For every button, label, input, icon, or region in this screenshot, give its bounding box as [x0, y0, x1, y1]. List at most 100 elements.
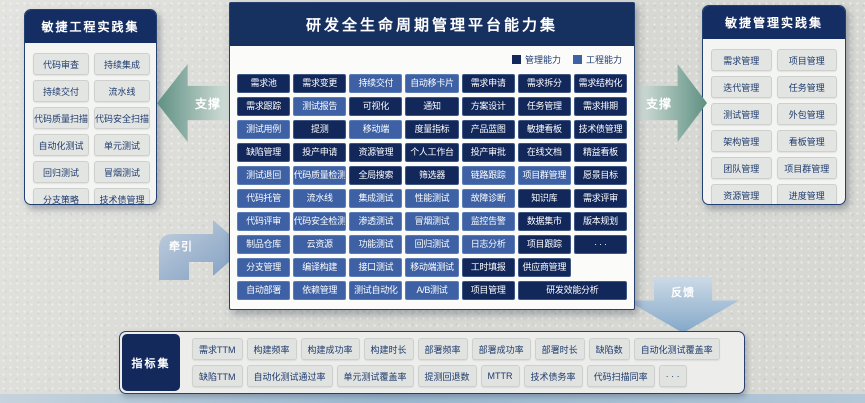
- capability-tile: 缺陷管理: [237, 143, 291, 162]
- capability-tile: 需求结构化: [573, 74, 627, 93]
- capability-tile: 需求评审: [573, 189, 627, 208]
- practice-item: 代码质量扫描: [33, 107, 90, 129]
- capability-tile: 个人工作台: [405, 143, 459, 162]
- practice-item: 自动化测试: [33, 134, 90, 156]
- pull-arrow: 牵引: [133, 212, 245, 280]
- capability-tile: 方案设计: [461, 97, 515, 116]
- feedback-arrow-label: 反馈: [671, 287, 695, 299]
- practice-item: 进度管理: [776, 184, 837, 204]
- capability-tile: 故障诊断: [461, 189, 515, 208]
- engineering-practices-list: 代码审查 持续集成 持续交付 流水线 代码质量扫描 代码安全扫描 自动化测试 单元测试 回归测试…: [25, 43, 156, 204]
- practice-item: 流水线: [94, 80, 151, 102]
- legend-swatch-icon: [572, 55, 582, 64]
- capability-tile: 知识库: [517, 189, 571, 208]
- practice-item: 任务管理: [776, 76, 837, 98]
- practice-item: 架构管理: [711, 130, 772, 152]
- capability-tile: 日志分析: [461, 235, 515, 254]
- capability-grid: 需求池 需求变更 持续交付 自动移卡片 需求申请 需求拆分 需求结构化 需求跟踪 测试报告 可视化…: [237, 74, 627, 300]
- practice-item: 分支策略: [33, 188, 90, 204]
- capability-tile: 测试用例: [237, 120, 291, 139]
- practice-item: 持续交付: [33, 80, 90, 102]
- capability-tile: 测试自动化: [349, 281, 403, 300]
- capability-legend: 管理能力 工程能力: [511, 53, 622, 66]
- capability-tile: 云资源: [293, 235, 347, 254]
- metrics-row-1: 需求TTM 构建频率 构建成功率 构建时长 部署频率 部署成功率 部署时长 缺陷数 自动化测试覆…: [192, 338, 738, 360]
- practice-item: 代码安全扫描: [94, 107, 151, 129]
- capability-tile: 流水线: [293, 189, 347, 208]
- management-practices-title: 敏捷管理实践集: [703, 6, 845, 39]
- management-practices-list: 需求管理 项目管理 迭代管理 任务管理 测试管理 外包管理 架构管理 看板管理 团队管理 项目群管…: [703, 39, 845, 204]
- metrics-panel: 指标集 需求TTM 构建频率 构建成功率 构建时长 部署频率 部署成功率 部署时长 缺陷数 自动…: [119, 331, 745, 394]
- engineering-practices-title: 敏捷工程实践集: [25, 10, 156, 43]
- capability-tile: 项目群管理: [517, 166, 571, 185]
- capability-tile: 接口测试: [349, 258, 403, 277]
- metric-item: 提测回退数: [417, 365, 477, 387]
- practice-item: 团队管理: [711, 157, 772, 179]
- capability-tile: 数据集市: [517, 212, 571, 231]
- capability-tile: 投产申请: [293, 143, 347, 162]
- practice-item: 看板管理: [776, 130, 837, 152]
- platform-title: 研发全生命周期管理平台能力集: [230, 3, 634, 46]
- capability-tile: 持续交付: [349, 74, 403, 93]
- metric-item: 单元测试覆盖率: [336, 365, 414, 387]
- capability-tile: 链路跟踪: [461, 166, 515, 185]
- capability-tile: 代码安全检测: [293, 212, 347, 231]
- capability-tile: 任务管理: [517, 97, 571, 116]
- capability-tile: 版本规划: [573, 212, 627, 231]
- capability-tile: 供应商管理: [517, 258, 571, 277]
- practice-item: 项目群管理: [776, 157, 837, 179]
- capability-tile: 测试报告: [293, 97, 347, 116]
- capability-tile: 渗透测试: [349, 212, 403, 231]
- metric-item: 缺陷数: [588, 338, 630, 360]
- practice-item: 外包管理: [776, 103, 837, 125]
- feedback-arrow: 反馈: [627, 277, 739, 333]
- legend-item: 管理能力: [511, 53, 561, 66]
- practice-item: 需求管理: [711, 49, 772, 71]
- metric-item: MTTR: [480, 365, 520, 387]
- metric-item: 需求TTM: [192, 338, 243, 360]
- capability-tile: 愿景目标: [573, 166, 627, 185]
- capability-tile: 需求申请: [461, 74, 515, 93]
- capability-tile: 项目管理: [461, 281, 515, 300]
- pull-arrow-label: 牵引: [169, 241, 193, 253]
- support-arrow-left: 支撑: [157, 64, 230, 142]
- capability-tile: 产品蓝图: [461, 120, 515, 139]
- capability-tile: A/B测试: [405, 281, 459, 300]
- metric-item: 部署频率: [417, 338, 468, 360]
- capability-tile: 移动端: [349, 120, 403, 139]
- capability-tile: 集成测试: [349, 189, 403, 208]
- capability-tile: 需求拆分: [517, 74, 571, 93]
- capability-tile: 技术债管理: [573, 120, 627, 139]
- practice-item: 持续集成: [94, 53, 151, 75]
- capability-tile: 工时填报: [461, 258, 515, 277]
- legend-item: 工程能力: [572, 53, 622, 66]
- metric-item: 自动化测试通过率: [246, 365, 333, 387]
- capability-tile: 通知: [405, 97, 459, 116]
- practice-item: 冒烟测试: [94, 161, 151, 183]
- management-practices-panel: 敏捷管理实践集 需求管理 项目管理 迭代管理 任务管理 测试管理 外包管理 架构管理 看板管理…: [702, 5, 846, 205]
- capability-tile: 需求池: [237, 74, 291, 93]
- engineering-practices-panel: 敏捷工程实践集 代码审查 持续集成 持续交付 流水线 代码质量扫描 代码安全扫描 自动化测试…: [24, 9, 157, 205]
- capability-tile: 性能测试: [405, 189, 459, 208]
- metrics-title: 指标集: [122, 334, 180, 391]
- capability-tile: 自动部署: [237, 281, 291, 300]
- practice-item: 资源管理: [711, 184, 772, 204]
- capability-tile: 代码质量检测: [293, 166, 347, 185]
- metric-item: 构建频率: [246, 338, 297, 360]
- support-arrow-left-label: 支撑: [194, 96, 221, 111]
- capability-tile: 分支管理: [237, 258, 291, 277]
- metric-item: 代码扫描同率: [586, 365, 655, 387]
- practice-item: 单元测试: [94, 134, 151, 156]
- legend-swatch-icon: [511, 55, 521, 64]
- capability-tile: 需求变更: [293, 74, 347, 93]
- capability-tile: 制品仓库: [237, 235, 291, 254]
- support-arrow-right-label: 支撑: [646, 96, 673, 111]
- metrics-rows: 需求TTM 构建频率 构建成功率 构建时长 部署频率 部署成功率 部署时长 缺陷数 自动化测试覆…: [192, 338, 738, 387]
- platform-capability-panel: 研发全生命周期管理平台能力集 管理能力 工程能力 需求池 需求变更 持续交付 自动移卡片…: [229, 2, 635, 310]
- capability-tile: 需求排期: [573, 97, 627, 116]
- capability-tile: 代码托管: [237, 189, 291, 208]
- capability-tile: 监控告警: [461, 212, 515, 231]
- capability-tile: 研发效能分析: [517, 281, 627, 300]
- capability-tile: 资源管理: [349, 143, 403, 162]
